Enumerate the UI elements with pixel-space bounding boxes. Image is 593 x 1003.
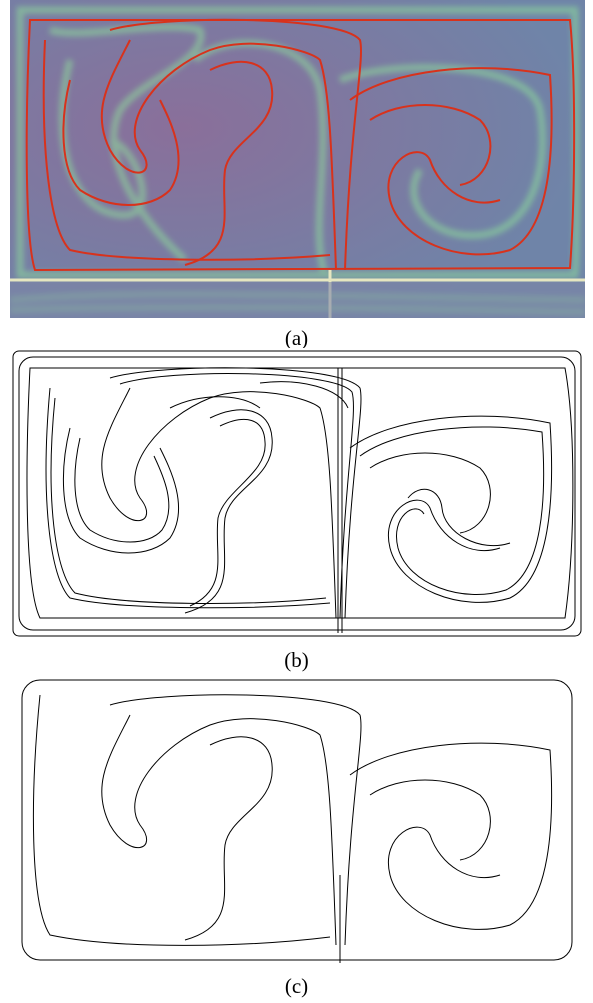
panel-a-ridge-lines (25, 18, 576, 272)
panel-a-lower-strip (10, 282, 585, 318)
panel-c-traces (21, 679, 573, 963)
caption-b: (b) (284, 648, 309, 672)
panel-b-traces (12, 350, 582, 637)
panel-b-svg (10, 348, 585, 640)
caption-a: (a) (284, 326, 309, 350)
panel-c-line-drawing (10, 675, 585, 967)
panel-b-background (10, 348, 585, 640)
caption-c: (c) (284, 974, 309, 998)
panel-a-field-image (10, 0, 585, 318)
panel-c-background (10, 675, 585, 967)
panel-b-line-drawing (10, 348, 585, 640)
panel-c-svg (10, 675, 585, 967)
panel-a-svg (10, 0, 585, 318)
